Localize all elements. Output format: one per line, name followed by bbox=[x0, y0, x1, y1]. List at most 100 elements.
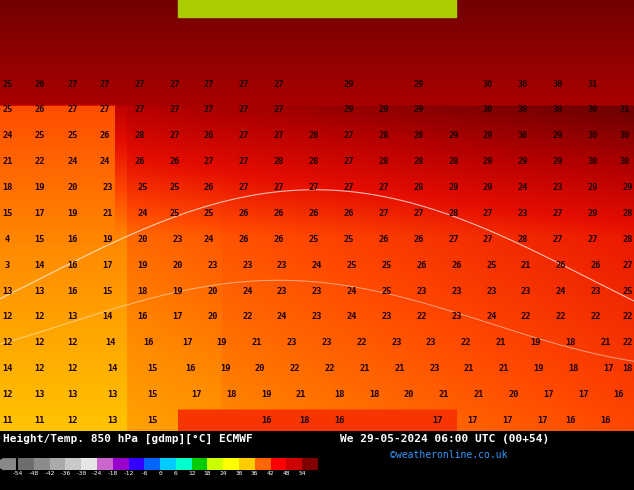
Text: 16: 16 bbox=[185, 364, 195, 373]
Text: 17: 17 bbox=[191, 390, 202, 399]
Text: 27: 27 bbox=[309, 183, 319, 192]
Text: 27: 27 bbox=[100, 105, 110, 115]
Bar bbox=[49, 458, 65, 470]
Text: 27: 27 bbox=[239, 105, 249, 115]
Text: 17: 17 bbox=[34, 209, 44, 218]
Text: 16: 16 bbox=[566, 416, 576, 425]
Text: 11: 11 bbox=[3, 416, 13, 425]
Text: 17: 17 bbox=[578, 390, 588, 399]
Text: 23: 23 bbox=[553, 183, 563, 192]
Text: 27: 27 bbox=[204, 79, 214, 89]
Text: 22: 22 bbox=[623, 313, 633, 321]
Text: 26: 26 bbox=[274, 209, 284, 218]
Text: 26: 26 bbox=[169, 157, 179, 166]
Bar bbox=[113, 458, 129, 470]
Text: 23: 23 bbox=[518, 209, 528, 218]
Text: 24: 24 bbox=[204, 235, 214, 244]
Text: 23: 23 bbox=[591, 287, 601, 295]
Text: 26: 26 bbox=[274, 235, 284, 244]
Text: 17: 17 bbox=[604, 364, 614, 373]
Text: 14: 14 bbox=[34, 261, 44, 270]
Text: 26: 26 bbox=[451, 261, 462, 270]
Text: 6: 6 bbox=[174, 471, 178, 476]
Text: 22: 22 bbox=[521, 313, 531, 321]
Text: 22: 22 bbox=[623, 338, 633, 347]
Text: 20: 20 bbox=[68, 183, 78, 192]
Text: -12: -12 bbox=[123, 471, 134, 476]
Text: 27: 27 bbox=[239, 157, 249, 166]
Text: 25: 25 bbox=[382, 261, 392, 270]
Text: 25: 25 bbox=[3, 79, 13, 89]
Text: 17: 17 bbox=[172, 313, 183, 321]
Text: 25: 25 bbox=[382, 287, 392, 295]
Text: 22: 22 bbox=[356, 338, 366, 347]
Text: 23: 23 bbox=[426, 338, 436, 347]
Text: 26: 26 bbox=[204, 183, 214, 192]
Text: 17: 17 bbox=[502, 416, 512, 425]
Text: 27: 27 bbox=[100, 79, 110, 89]
Text: 15: 15 bbox=[3, 209, 13, 218]
Text: 23: 23 bbox=[242, 261, 252, 270]
Bar bbox=[81, 458, 97, 470]
Text: 21: 21 bbox=[464, 364, 474, 373]
Text: 29: 29 bbox=[378, 105, 389, 115]
Text: 24: 24 bbox=[518, 183, 528, 192]
Text: 28: 28 bbox=[274, 157, 284, 166]
Text: 27: 27 bbox=[134, 79, 145, 89]
Text: 29: 29 bbox=[448, 131, 458, 140]
Text: 19: 19 bbox=[172, 287, 183, 295]
Text: 22: 22 bbox=[591, 313, 601, 321]
Text: 25: 25 bbox=[169, 209, 179, 218]
Text: 27: 27 bbox=[623, 261, 633, 270]
Text: 27: 27 bbox=[274, 183, 284, 192]
Bar bbox=[191, 458, 207, 470]
Text: 23: 23 bbox=[382, 313, 392, 321]
Text: 19: 19 bbox=[217, 338, 227, 347]
Text: 27: 27 bbox=[378, 209, 389, 218]
Text: 28: 28 bbox=[309, 131, 319, 140]
Text: 14: 14 bbox=[106, 338, 116, 347]
Text: 14: 14 bbox=[3, 364, 13, 373]
Text: 29: 29 bbox=[553, 157, 563, 166]
Text: 18: 18 bbox=[138, 287, 148, 295]
Text: 19: 19 bbox=[261, 390, 271, 399]
Text: 17: 17 bbox=[432, 416, 443, 425]
Text: 23: 23 bbox=[417, 287, 427, 295]
Text: 13: 13 bbox=[34, 287, 44, 295]
Text: 16: 16 bbox=[68, 235, 78, 244]
Text: 22: 22 bbox=[325, 364, 335, 373]
Text: 18: 18 bbox=[204, 471, 211, 476]
Text: 17: 17 bbox=[537, 416, 547, 425]
Text: 19: 19 bbox=[220, 364, 230, 373]
Text: 27: 27 bbox=[483, 235, 493, 244]
Text: 29: 29 bbox=[413, 79, 424, 89]
Bar bbox=[65, 458, 81, 470]
Text: -42: -42 bbox=[44, 471, 55, 476]
Text: 26: 26 bbox=[134, 157, 145, 166]
Text: 27: 27 bbox=[169, 105, 179, 115]
Text: 23: 23 bbox=[321, 338, 332, 347]
Text: 42: 42 bbox=[267, 471, 275, 476]
Text: 12: 12 bbox=[68, 416, 78, 425]
Text: 18: 18 bbox=[569, 364, 579, 373]
Text: 27: 27 bbox=[204, 157, 214, 166]
Text: 16: 16 bbox=[613, 390, 623, 399]
Text: 19: 19 bbox=[138, 261, 148, 270]
Text: 21: 21 bbox=[103, 209, 113, 218]
Text: 16: 16 bbox=[334, 416, 344, 425]
Text: 18: 18 bbox=[623, 364, 633, 373]
Text: 27: 27 bbox=[274, 131, 284, 140]
Text: 19: 19 bbox=[534, 364, 544, 373]
Text: 29: 29 bbox=[448, 183, 458, 192]
Text: 30: 30 bbox=[483, 105, 493, 115]
Text: -24: -24 bbox=[91, 471, 103, 476]
Text: 30: 30 bbox=[518, 79, 528, 89]
Text: 24: 24 bbox=[242, 287, 252, 295]
Text: 14: 14 bbox=[108, 364, 118, 373]
Text: ©weatheronline.co.uk: ©weatheronline.co.uk bbox=[390, 450, 507, 460]
Text: 22: 22 bbox=[556, 313, 566, 321]
Text: 27: 27 bbox=[239, 131, 249, 140]
Text: 30: 30 bbox=[483, 79, 493, 89]
Text: 22: 22 bbox=[417, 313, 427, 321]
Bar bbox=[207, 458, 223, 470]
